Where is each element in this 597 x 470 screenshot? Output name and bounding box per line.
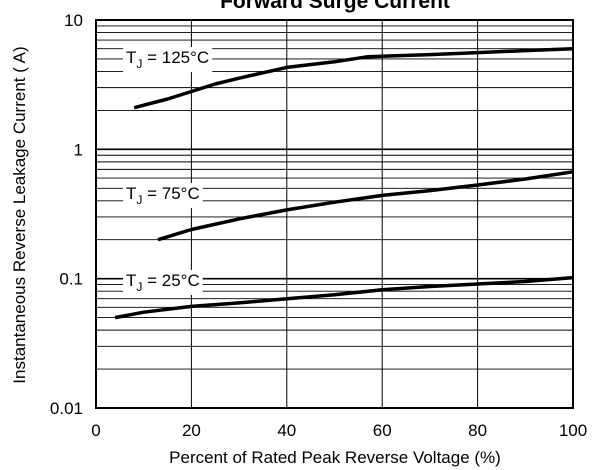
- chart-title: Forward Surge Current: [220, 0, 450, 13]
- y-axis-label: Instantaneous Reverse Leakage Current ( …: [10, 46, 29, 383]
- x-tick-labels: 0 20 40 60 80 100: [91, 421, 587, 440]
- x-tick-label: 20: [182, 421, 201, 440]
- x-tick-label: 40: [277, 421, 296, 440]
- series-layer: [114, 46, 574, 320]
- x-tick-label: 80: [468, 421, 487, 440]
- series-line-3: [114, 275, 574, 320]
- series-label-background: [123, 47, 213, 72]
- series-line-2: [157, 170, 574, 242]
- plot-frame: [95, 19, 574, 409]
- x-axis-label: Percent of Rated Peak Reverse Voltage (%…: [169, 448, 501, 467]
- series-label-background: [123, 183, 203, 208]
- x-tick-label: 0: [91, 421, 100, 440]
- series-line-1: [133, 46, 574, 110]
- series-label-2: TJ = 75°C: [126, 184, 200, 207]
- series-label-3: TJ = 25°C: [126, 271, 200, 294]
- y-tick-label: 0.01: [50, 399, 83, 418]
- y-tick-label: 0.1: [59, 270, 83, 289]
- series-label-1: TJ = 125°C: [126, 48, 209, 71]
- major-gridlines: [96, 20, 573, 408]
- x-tick-label: 100: [559, 421, 587, 440]
- x-tick-label: 60: [373, 421, 392, 440]
- y-tick-label: 10: [64, 11, 83, 30]
- series-label-background: [123, 270, 203, 295]
- series-labels: TJ = 125°C TJ = 75°C TJ = 25°C: [123, 47, 213, 295]
- y-tick-label: 1: [74, 140, 83, 159]
- y-tick-labels: 0.01 0.1 1 10: [50, 11, 83, 418]
